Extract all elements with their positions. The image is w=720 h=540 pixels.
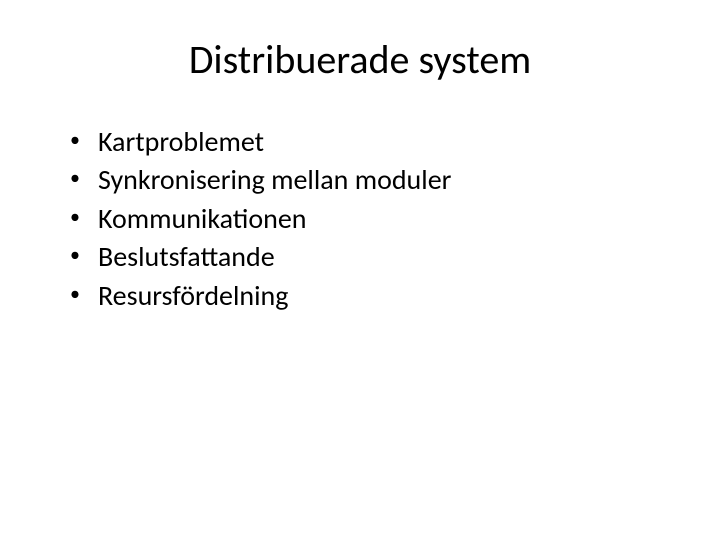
list-item: • Resursfördelning [70,278,670,314]
bullet-text: Kartproblemet [98,124,670,160]
bullet-list: • Kartproblemet • Synkronisering mellan … [50,124,670,314]
slide-title: Distribuerade system [50,35,670,84]
bullet-icon: • [70,162,80,194]
bullet-icon: • [70,239,80,271]
bullet-icon: • [70,124,80,156]
bullet-text: Synkronisering mellan moduler [98,162,670,198]
list-item: • Kommunikationen [70,201,670,237]
bullet-icon: • [70,278,80,310]
list-item: • Synkronisering mellan moduler [70,162,670,198]
list-item: • Beslutsfattande [70,239,670,275]
bullet-icon: • [70,201,80,233]
list-item: • Kartproblemet [70,124,670,160]
bullet-text: Beslutsfattande [98,239,670,275]
slide-container: Distribuerade system • Kartproblemet • S… [0,0,720,540]
bullet-text: Kommunikationen [98,201,670,237]
bullet-text: Resursfördelning [98,278,670,314]
